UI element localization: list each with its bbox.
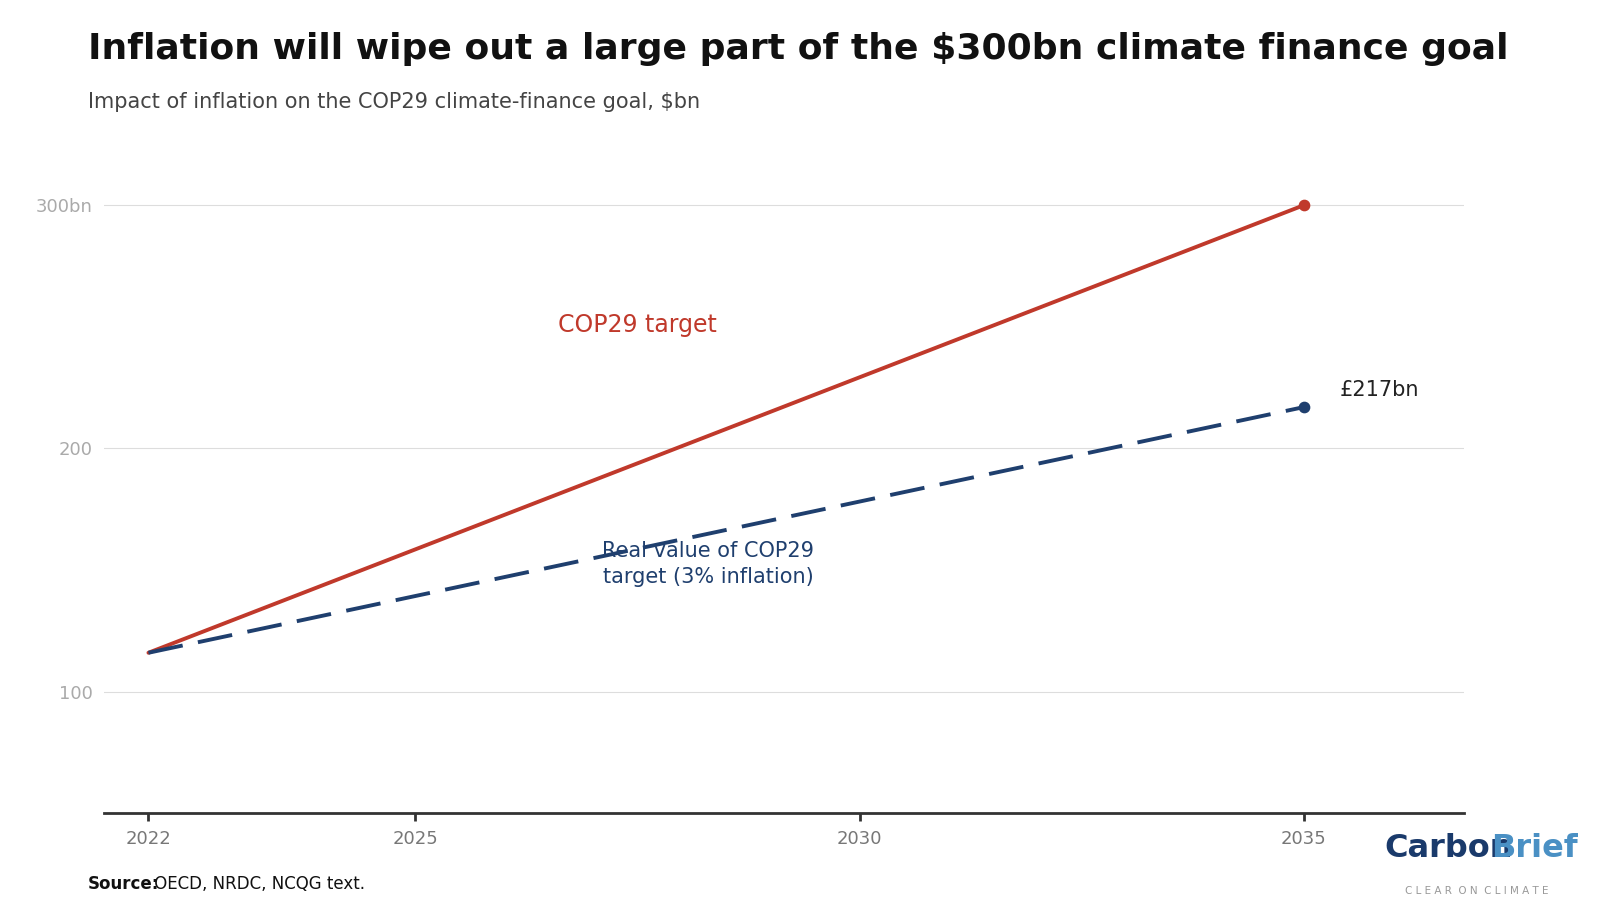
Text: Inflation will wipe out a large part of the $300bn climate finance goal: Inflation will wipe out a large part of … xyxy=(88,32,1509,66)
Text: OECD, NRDC, NCQG text.: OECD, NRDC, NCQG text. xyxy=(149,875,365,893)
Text: COP29 target: COP29 target xyxy=(558,312,717,336)
Point xyxy=(1291,198,1317,212)
Text: £217bn: £217bn xyxy=(1339,380,1419,400)
Text: Source:: Source: xyxy=(88,875,160,893)
Text: C L E A R  O N  C L I M A T E: C L E A R O N C L I M A T E xyxy=(1405,886,1549,896)
Text: Impact of inflation on the COP29 climate-finance goal, $bn: Impact of inflation on the COP29 climate… xyxy=(88,92,701,112)
Text: Brief: Brief xyxy=(1491,833,1578,864)
Text: Carbon: Carbon xyxy=(1384,833,1512,864)
Point xyxy=(1291,400,1317,414)
Text: Real value of COP29
target (3% inflation): Real value of COP29 target (3% inflation… xyxy=(603,541,814,587)
